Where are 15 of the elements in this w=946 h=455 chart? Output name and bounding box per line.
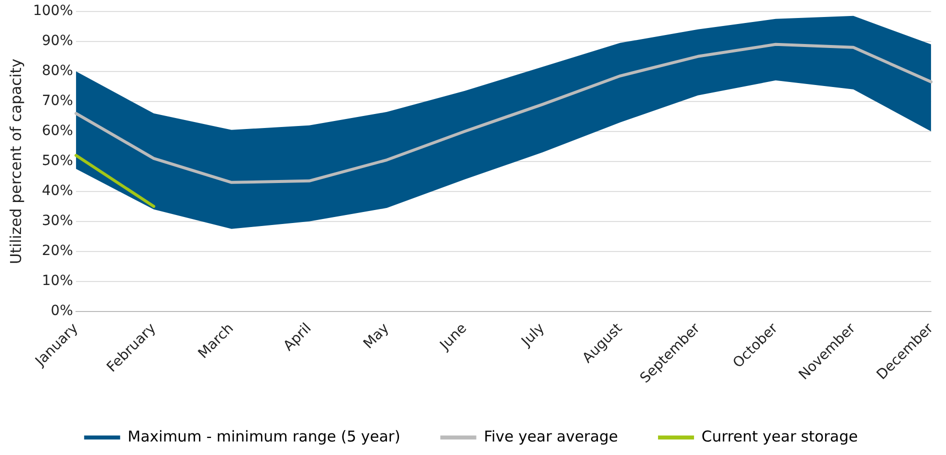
y-tick-label: 100%	[32, 3, 74, 20]
y-tick-label: 80%	[42, 63, 74, 80]
y-tick-label: 70%	[42, 93, 74, 110]
legend-label: Maximum - minimum range (5 year)	[128, 427, 400, 446]
y-tick-label: 90%	[42, 33, 74, 50]
legend-label: Five year average	[484, 427, 618, 446]
y-tick-label: 60%	[42, 123, 74, 140]
y-tick-label: 20%	[42, 243, 74, 260]
y-tick-label: 10%	[42, 273, 74, 290]
legend-label: Current year storage	[702, 427, 858, 446]
y-tick-label: 50%	[42, 153, 74, 170]
y-tick-label: 30%	[42, 213, 74, 230]
y-tick-label: 40%	[42, 183, 74, 200]
y-tick-label: 0%	[50, 303, 74, 320]
y-axis-title: Utilized percent of capacity	[6, 58, 25, 264]
